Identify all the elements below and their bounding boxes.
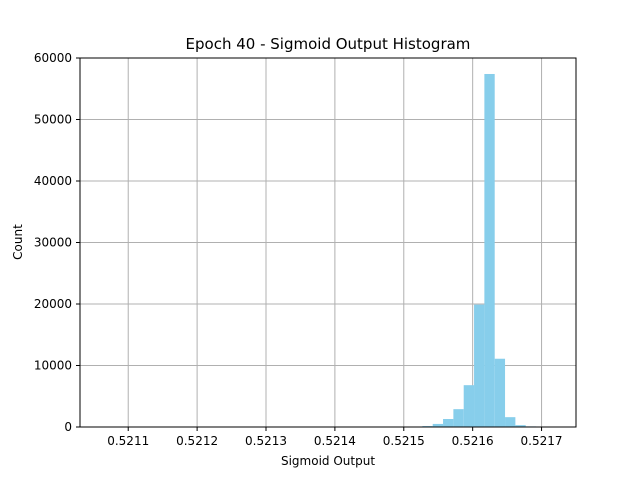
- histogram-bar: [443, 419, 454, 427]
- histogram-bar: [515, 425, 526, 427]
- x-tick-label: 0.5215: [383, 434, 425, 448]
- bars-layer: [422, 73, 537, 428]
- histogram-bar: [474, 304, 485, 427]
- y-axis-label: Count: [11, 224, 25, 260]
- y-tick-label: 0: [64, 420, 72, 434]
- y-tick-label: 30000: [34, 236, 72, 250]
- y-tick-label: 40000: [34, 174, 72, 188]
- histogram-bar: [432, 423, 444, 427]
- x-axis-label: Sigmoid Output: [281, 454, 375, 468]
- y-tick-label: 20000: [34, 297, 72, 311]
- x-tick-label: 0.5212: [176, 434, 218, 448]
- x-tick-label: 0.5214: [314, 434, 356, 448]
- chart-title: Epoch 40 - Sigmoid Output Histogram: [186, 35, 471, 53]
- x-tick-label: 0.5216: [452, 434, 494, 448]
- x-tick-label: 0.5213: [245, 434, 287, 448]
- histogram-bar: [453, 409, 464, 427]
- histogram-bar: [505, 417, 516, 427]
- y-tick-label: 50000: [34, 113, 72, 127]
- x-tick-label: 0.5217: [521, 434, 563, 448]
- histogram-bar: [463, 385, 475, 427]
- histogram-bar: [494, 358, 506, 427]
- histogram-bar: [484, 73, 495, 428]
- y-tick-label: 60000: [34, 51, 72, 65]
- ticks-layer: 0.5211 0.5212 0.5213 0.5214 0.5215 0.5216 0.52…: [34, 51, 563, 448]
- x-tick-label: 0.5211: [107, 434, 149, 448]
- y-tick-label: 10000: [34, 359, 72, 373]
